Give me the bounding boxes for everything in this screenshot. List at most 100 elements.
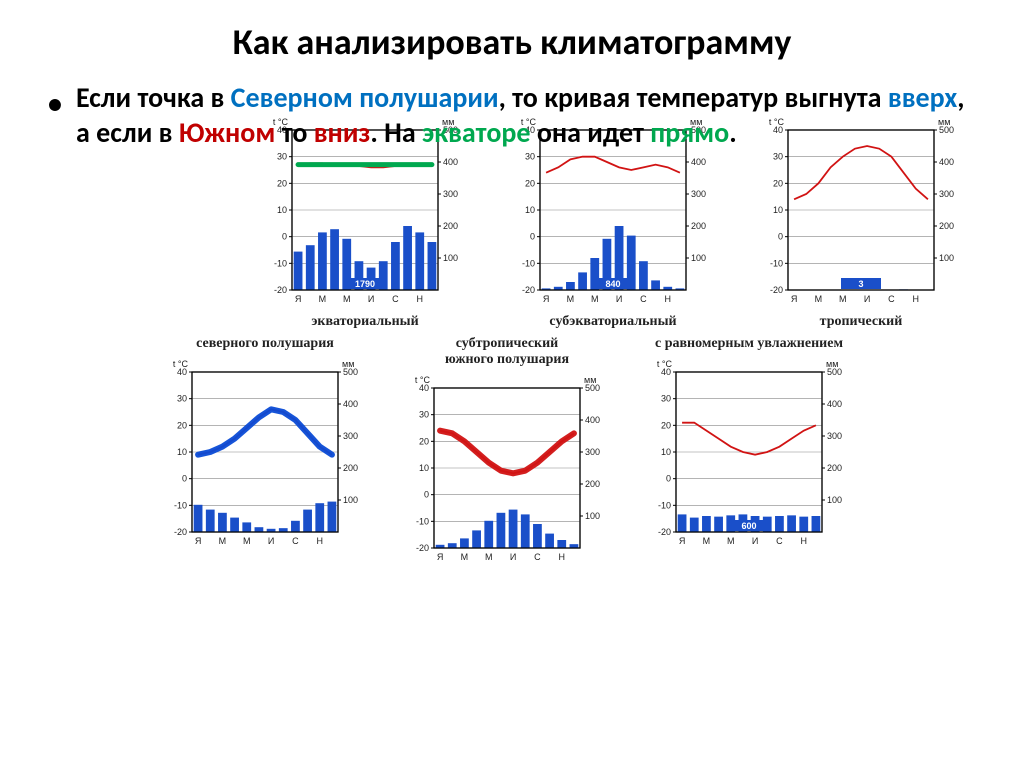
svg-text:-10: -10 xyxy=(416,516,429,526)
svg-text:20: 20 xyxy=(177,420,187,430)
svg-text:30: 30 xyxy=(525,152,535,162)
intro-11: она идет xyxy=(531,115,651,150)
svg-text:М: М xyxy=(815,294,823,304)
svg-text:М: М xyxy=(219,536,227,546)
svg-text:М: М xyxy=(485,552,493,562)
chart-north-hemisphere: -20-10010203040100200300400500t °CммЯММИ… xyxy=(160,354,370,554)
svg-text:М: М xyxy=(703,536,711,546)
svg-text:Н: Н xyxy=(665,294,672,304)
svg-text:400: 400 xyxy=(443,157,458,167)
svg-text:-20: -20 xyxy=(770,285,783,295)
svg-text:Я: Я xyxy=(543,294,550,304)
chart-south-hemisphere: -20-10010203040100200300400500t °CммЯММИ… xyxy=(402,370,612,570)
svg-text:400: 400 xyxy=(827,399,842,409)
svg-text:20: 20 xyxy=(277,178,287,188)
intro-3: , то кривая температур выгнута xyxy=(499,80,888,115)
svg-text:С: С xyxy=(392,294,399,304)
intro-up: вверх xyxy=(888,80,957,115)
label-even: с равномерным увлажнением xyxy=(655,336,843,352)
svg-text:С: С xyxy=(292,536,299,546)
svg-text:Я: Я xyxy=(295,294,302,304)
svg-text:Н: Н xyxy=(317,536,324,546)
svg-text:20: 20 xyxy=(419,436,429,446)
svg-text:1790: 1790 xyxy=(355,279,375,289)
svg-text:840: 840 xyxy=(605,279,620,289)
svg-text:3: 3 xyxy=(858,279,863,289)
svg-text:М: М xyxy=(343,294,351,304)
svg-text:300: 300 xyxy=(443,189,458,199)
svg-text:-10: -10 xyxy=(658,500,671,510)
svg-text:10: 10 xyxy=(419,463,429,473)
charts-grid: -20-10010203040100200300400500t °CммЯММИ… xyxy=(250,94,984,572)
svg-text:30: 30 xyxy=(661,394,671,404)
svg-text:30: 30 xyxy=(419,410,429,420)
svg-text:М: М xyxy=(567,294,575,304)
svg-text:0: 0 xyxy=(778,232,783,242)
bullet: • xyxy=(48,86,62,121)
svg-text:Я: Я xyxy=(791,294,798,304)
svg-text:Н: Н xyxy=(913,294,920,304)
svg-text:-10: -10 xyxy=(274,258,287,268)
intro-south: Южном xyxy=(179,115,276,150)
intro-text: • Если точка в Северном полушарии, то кр… xyxy=(40,80,984,150)
svg-text:100: 100 xyxy=(827,495,842,505)
svg-text:300: 300 xyxy=(827,431,842,441)
label-subequatorial: субэкваториальный xyxy=(549,314,676,330)
svg-text:М: М xyxy=(839,294,847,304)
svg-text:t °C: t °C xyxy=(657,359,673,369)
svg-text:-20: -20 xyxy=(658,527,671,537)
svg-text:10: 10 xyxy=(177,447,187,457)
svg-text:-10: -10 xyxy=(522,258,535,268)
svg-text:Н: Н xyxy=(417,294,424,304)
svg-text:-20: -20 xyxy=(174,527,187,537)
svg-text:М: М xyxy=(461,552,469,562)
svg-text:С: С xyxy=(888,294,895,304)
svg-text:10: 10 xyxy=(773,205,783,215)
svg-text:t °C: t °C xyxy=(415,375,431,385)
svg-text:0: 0 xyxy=(666,474,671,484)
intro-9: . На xyxy=(370,115,422,150)
svg-text:100: 100 xyxy=(585,511,600,521)
intro-eq: экваторе xyxy=(422,115,531,150)
svg-text:200: 200 xyxy=(939,221,954,231)
row-2: северного полушария -20-1001020304010020… xyxy=(150,336,984,572)
svg-text:20: 20 xyxy=(773,178,783,188)
label-north-hemisphere: северного полушария xyxy=(196,336,334,352)
intro-13: . xyxy=(729,115,736,150)
svg-text:И: И xyxy=(368,294,374,304)
svg-text:300: 300 xyxy=(585,447,600,457)
cell-north: северного полушария -20-1001020304010020… xyxy=(150,336,380,572)
svg-text:t °C: t °C xyxy=(173,359,189,369)
svg-text:М: М xyxy=(591,294,599,304)
svg-text:мм: мм xyxy=(584,375,596,385)
svg-text:-20: -20 xyxy=(416,543,429,553)
intro-straight: прямо xyxy=(650,115,729,150)
svg-text:200: 200 xyxy=(443,221,458,231)
svg-text:-20: -20 xyxy=(522,285,535,295)
svg-text:С: С xyxy=(776,536,783,546)
svg-text:Н: Н xyxy=(801,536,808,546)
svg-text:М: М xyxy=(243,536,251,546)
label-tropical: тропический xyxy=(820,314,903,330)
svg-text:300: 300 xyxy=(343,431,358,441)
svg-text:М: М xyxy=(319,294,327,304)
svg-text:И: И xyxy=(510,552,516,562)
page-title: Как анализировать климатограмму xyxy=(40,20,984,64)
svg-text:100: 100 xyxy=(939,253,954,263)
svg-text:С: С xyxy=(534,552,541,562)
svg-text:20: 20 xyxy=(661,420,671,430)
svg-text:С: С xyxy=(640,294,647,304)
label-equatorial: экваториальный xyxy=(311,314,418,330)
svg-text:И: И xyxy=(752,536,758,546)
svg-text:300: 300 xyxy=(691,189,706,199)
svg-text:100: 100 xyxy=(443,253,458,263)
svg-text:200: 200 xyxy=(585,479,600,489)
svg-text:0: 0 xyxy=(424,490,429,500)
svg-text:И: И xyxy=(268,536,274,546)
svg-text:20: 20 xyxy=(525,178,535,188)
cell-even: с равномерным увлажнением -20-1001020304… xyxy=(634,336,864,572)
svg-text:мм: мм xyxy=(826,359,838,369)
svg-text:-10: -10 xyxy=(770,258,783,268)
chart-even: -20-10010203040100200300400500t °CммЯММИ… xyxy=(644,354,854,554)
svg-text:400: 400 xyxy=(939,157,954,167)
